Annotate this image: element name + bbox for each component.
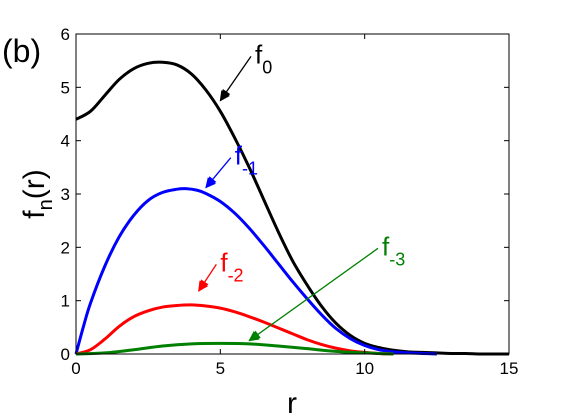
series-arrowhead-1 [205,176,217,188]
y-tick-label: 0 [61,345,70,364]
panel-label: (b) [2,33,41,69]
x-axis-title: r [287,387,297,420]
series-arrowhead-2 [198,279,209,292]
series-label-0: f0 [255,39,272,77]
y-tick-label: 2 [61,238,70,257]
x-tick-label: 15 [500,359,519,378]
y-tick-label: 4 [61,132,70,151]
series-label-2: f-2 [220,247,243,285]
y-axis-title-tail: (r) [18,169,51,199]
y-tick-label: 6 [61,25,70,44]
svg-text:fn(r): fn(r) [18,169,57,218]
series-label-1: f-1 [235,141,258,179]
series-arrowhead-0 [220,89,231,101]
y-axis-title-main: f [18,210,51,219]
series-line-3 [75,341,394,356]
series-arrow-3 [248,247,379,342]
series-layer [74,60,509,356]
axes-frame [75,33,510,355]
x-tick-label: 10 [355,359,374,378]
series-line-2 [75,303,394,356]
y-tick-label: 5 [61,78,70,97]
annotation-layer: f0 f-1 f-2 f-3 [198,39,405,342]
series-line-1 [74,187,437,356]
tick-layer: 0 5 10 15 0 1 2 3 4 5 6 [61,25,519,378]
y-tick-label: 1 [61,292,70,311]
y-tick-label: 3 [61,185,70,204]
plot-area: 0 5 10 15 0 1 2 3 4 5 6 f0 f-1 f-2 f-3 [61,25,519,378]
x-tick-label: 5 [216,359,225,378]
x-tick-label: 0 [71,359,80,378]
y-axis-title-sub: n [35,199,57,210]
y-axis-title: fn(r) [18,169,57,218]
series-arrowhead-3 [249,330,261,341]
series-label-3: f-3 [382,231,405,269]
